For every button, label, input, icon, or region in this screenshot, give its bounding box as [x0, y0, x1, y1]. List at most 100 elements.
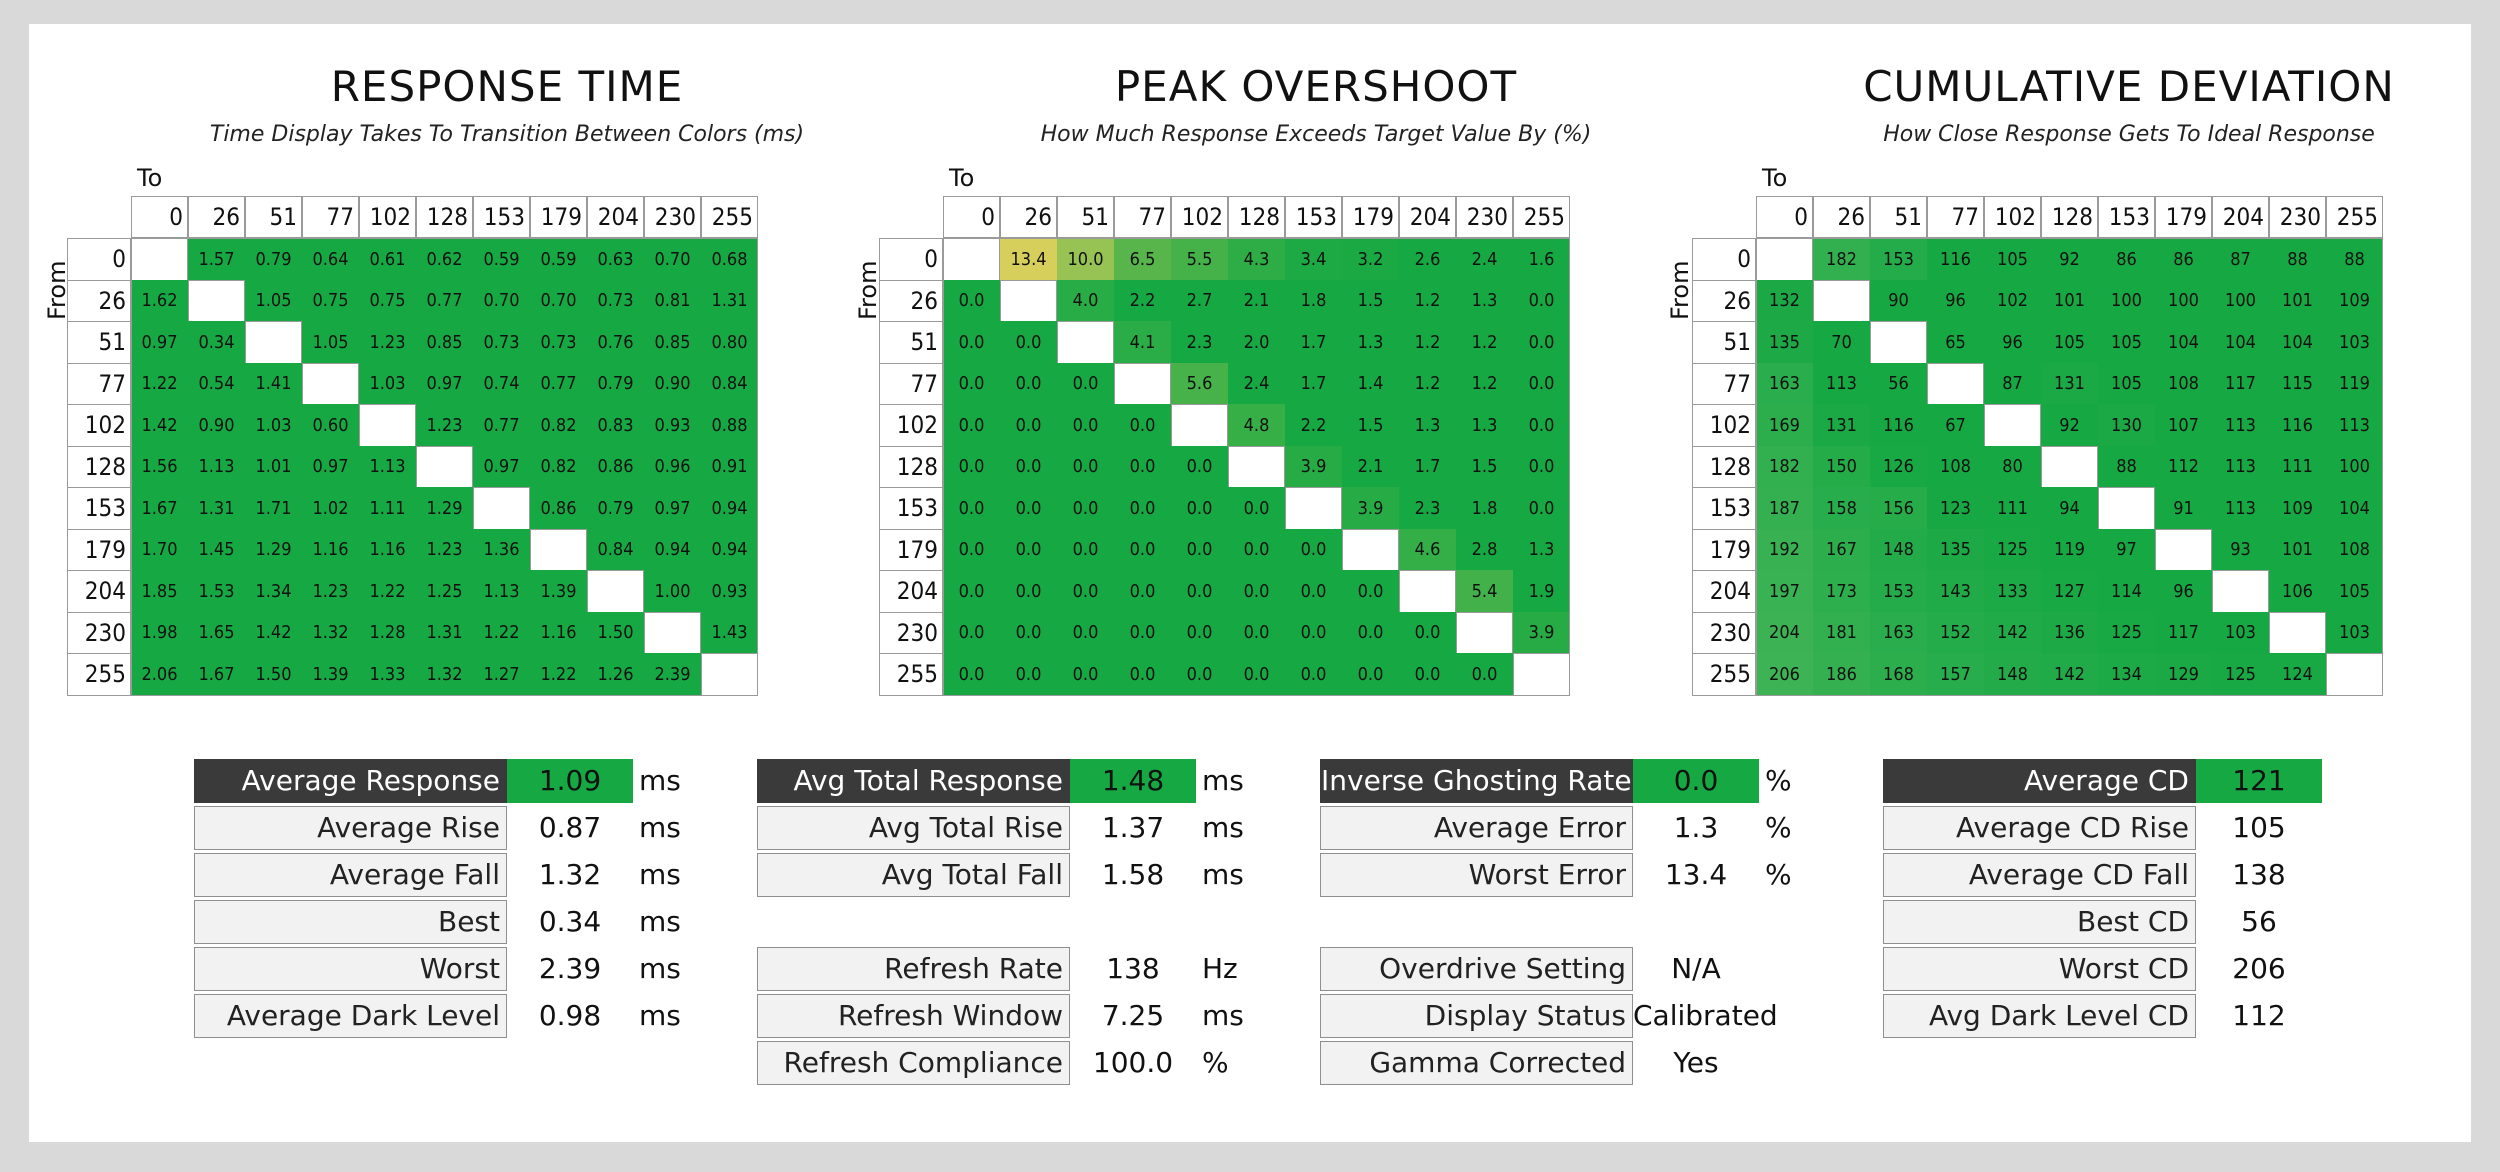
heatmap-cell: 1.3	[1513, 528, 1570, 571]
heatmap-cell: 126	[1870, 445, 1927, 488]
heatmap-cell: 113	[1813, 362, 1870, 405]
column-header: 204	[587, 196, 644, 238]
heatmap-cell: 1.5	[1456, 445, 1513, 488]
heatmap-cell: 0.0	[1000, 404, 1057, 447]
results-card: RESPONSE TIME Time Display Takes To Tran…	[29, 24, 2471, 1142]
heatmap-cell: 1.41	[245, 362, 302, 405]
heatmap-diagonal-cell	[1057, 321, 1114, 364]
row-header: 51	[879, 321, 943, 364]
heatmap-diagonal-cell	[473, 487, 530, 530]
heatmap-cell: 173	[1813, 570, 1870, 613]
summary-value: 138	[2232, 858, 2286, 891]
heatmap-cell: 152	[1927, 611, 1984, 654]
row-header: 153	[1692, 487, 1756, 530]
summary-value: 1.37	[1101, 811, 1165, 844]
heatmap-cell: 0.0	[1000, 570, 1057, 613]
summary-unit: ms	[1202, 764, 1244, 797]
column-header: 51	[1057, 196, 1114, 238]
summary-label: Overdrive Setting	[1320, 947, 1633, 991]
summary-label: Refresh Rate	[757, 947, 1070, 991]
heatmap-cell: 0.0	[943, 321, 1000, 364]
summary-value: 1.3	[1673, 811, 1719, 844]
column-header: 204	[1399, 196, 1456, 238]
heatmap-cell: 187	[1756, 487, 1813, 530]
heatmap-cell: 1.32	[416, 653, 473, 696]
heatmap-cell: 1.23	[416, 404, 473, 447]
heatmap-diagonal-cell	[1285, 487, 1342, 530]
heatmap-cell: 0.0	[1057, 570, 1114, 613]
column-header: 0	[943, 196, 1000, 238]
row-header: 255	[67, 653, 131, 696]
heatmap-cell: 100	[2326, 445, 2383, 488]
heatmap-cell: 100	[2212, 279, 2269, 322]
heatmap-diagonal-cell	[1000, 279, 1057, 322]
summary-label: Refresh Window	[757, 994, 1070, 1038]
heatmap-diagonal-cell	[1342, 528, 1399, 571]
heatmap-cell: 125	[1984, 528, 2041, 571]
row-header: 179	[1692, 528, 1756, 571]
heatmap-cell: 0.94	[644, 528, 701, 571]
heatmap-cell: 0.0	[1228, 653, 1285, 696]
heatmap-cell: 88	[2269, 238, 2326, 281]
column-header: 26	[188, 196, 245, 238]
heatmap-diagonal-cell	[1870, 321, 1927, 364]
heatmap-cell: 6.5	[1114, 238, 1171, 281]
heatmap-cell: 1.5	[1342, 279, 1399, 322]
row-header: 26	[879, 279, 943, 322]
heatmap-cell: 3.9	[1513, 611, 1570, 654]
row-header: 51	[1692, 321, 1756, 364]
heatmap-cell: 167	[1813, 528, 1870, 571]
heatmap-diagonal-cell	[2269, 611, 2326, 654]
column-header: 255	[2326, 196, 2383, 238]
heatmap-cell: 0.0	[1228, 611, 1285, 654]
heatmap-diagonal-cell	[416, 445, 473, 488]
column-header: 0	[1756, 196, 1813, 238]
summary-label: Average Rise	[194, 806, 507, 850]
heatmap-cell: 0.97	[131, 321, 188, 364]
heatmap-cell: 1.29	[245, 528, 302, 571]
heatmap-cell: 1.28	[359, 611, 416, 654]
column-header: 230	[644, 196, 701, 238]
row-header: 77	[67, 362, 131, 405]
heatmap-cell: 2.06	[131, 653, 188, 696]
heatmap-cell: 1.05	[245, 279, 302, 322]
column-header: 51	[1870, 196, 1927, 238]
heatmap-cell: 1.53	[188, 570, 245, 613]
heatmap-cell: 1.39	[530, 570, 587, 613]
heatmap-cell: 0.0	[943, 653, 1000, 696]
heatmap-cell: 0.0	[1513, 321, 1570, 364]
heatmap-cell: 0.0	[1114, 487, 1171, 530]
heatmap-cell: 1.65	[188, 611, 245, 654]
heatmap-cell: 2.7	[1171, 279, 1228, 322]
heatmap-cell: 153	[1870, 238, 1927, 281]
heatmap-diagonal-cell	[1984, 404, 2041, 447]
heatmap-cell: 1.43	[701, 611, 758, 654]
heatmap-cell: 0.94	[701, 528, 758, 571]
heatmap-cell: 65	[1927, 321, 1984, 364]
heatmap-cell: 135	[1756, 321, 1813, 364]
row-header: 230	[1692, 611, 1756, 654]
summary-label: Worst Error	[1320, 853, 1633, 897]
to-axis-label: To	[1762, 164, 1788, 192]
heatmap-cell: 1.22	[131, 362, 188, 405]
heatmap-diagonal-cell	[1513, 653, 1570, 696]
heatmap-diagonal-cell	[644, 611, 701, 654]
heatmap-diagonal-cell	[587, 570, 644, 613]
heatmap-cell: 4.0	[1057, 279, 1114, 322]
column-header: 230	[2269, 196, 2326, 238]
heatmap-cell: 1.23	[359, 321, 416, 364]
heatmap-cell: 0.74	[473, 362, 530, 405]
heatmap-cell: 0.0	[1057, 611, 1114, 654]
summary-value: 1.09	[507, 759, 633, 803]
heatmap-cell: 1.70	[131, 528, 188, 571]
row-header: 77	[879, 362, 943, 405]
heatmap-cell: 2.0	[1228, 321, 1285, 364]
heatmap-cell: 1.57	[188, 238, 245, 281]
heatmap-cell: 150	[1813, 445, 1870, 488]
summary-value: 13.4	[1664, 858, 1728, 891]
heatmap-cell: 106	[2269, 570, 2326, 613]
heatmap-cell: 87	[1984, 362, 2041, 405]
heatmap-cell: 0.0	[1000, 445, 1057, 488]
heatmap-cell: 3.9	[1342, 487, 1399, 530]
summary-value: 0.34	[538, 905, 602, 938]
